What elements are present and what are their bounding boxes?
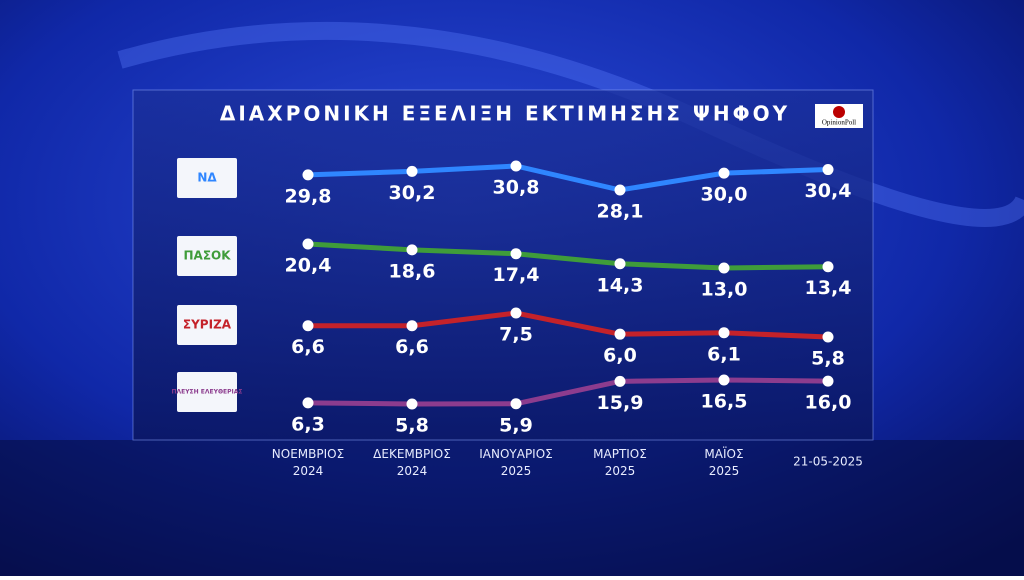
legend-logo	[177, 236, 237, 276]
data-label: 30,0	[701, 184, 748, 206]
data-point	[406, 244, 418, 256]
data-point	[822, 331, 834, 343]
data-point	[718, 374, 730, 386]
data-label: 30,8	[493, 177, 540, 199]
data-label: 6,6	[291, 336, 325, 358]
data-point	[302, 238, 314, 250]
data-label: 20,4	[285, 255, 332, 277]
data-point	[302, 397, 314, 409]
data-label: 5,8	[811, 348, 845, 370]
data-point	[718, 262, 730, 274]
data-label: 16,0	[805, 392, 852, 414]
x-tick-label: ΙΑΝΟΥΑΡΙΟΣ 2025	[479, 447, 553, 478]
x-tick-label: ΜΑΡΤΙΟΣ 2025	[593, 447, 647, 478]
x-tick-label: ΜΑΪΟΣ 2025	[704, 446, 743, 478]
data-label: 30,2	[389, 182, 436, 204]
data-label: 29,8	[285, 185, 332, 207]
data-point	[406, 165, 418, 177]
data-point	[718, 327, 730, 339]
data-label: 16,5	[701, 391, 748, 413]
data-label: 6,0	[603, 345, 637, 367]
data-point	[510, 398, 522, 410]
data-label: 5,9	[499, 414, 533, 436]
data-label: 28,1	[597, 201, 644, 223]
data-point	[614, 184, 626, 196]
legend-label: ΝΔ	[197, 171, 217, 185]
legend-label: ΣΥΡΙΖΑ	[183, 318, 232, 332]
data-label: 6,1	[707, 343, 741, 365]
legend-logo	[177, 305, 237, 345]
legend-label: ΠΛΕΥΣΗ ΕΛΕΥΘΕΡΙΑΣ	[171, 389, 242, 396]
data-point	[614, 328, 626, 340]
chart-title: ΔΙΑΧΡΟΝΙΚΗ ΕΞΕΛΙΞΗ ΕΚΤΙΜΗΣΗΣ ΨΗΦΟΥ	[220, 102, 790, 126]
data-label: 15,9	[597, 392, 644, 414]
x-tick-label: 21-05-2025	[793, 455, 863, 469]
source-logo-dot	[833, 106, 845, 118]
data-point	[822, 375, 834, 387]
data-point	[718, 167, 730, 179]
data-label: 6,3	[291, 413, 325, 435]
data-label: 13,0	[701, 279, 748, 301]
data-label: 6,6	[395, 336, 429, 358]
data-label: 30,4	[805, 180, 852, 202]
data-label: 13,4	[805, 277, 852, 299]
series-line	[307, 241, 829, 271]
data-point	[614, 375, 626, 387]
floor	[0, 440, 1024, 576]
source-label: OpinionPoll	[822, 119, 856, 127]
data-label: 14,3	[597, 274, 644, 296]
data-point	[822, 261, 834, 273]
series-line	[308, 310, 829, 340]
legend-logo	[177, 158, 237, 198]
data-point	[406, 320, 418, 332]
data-point	[510, 307, 522, 319]
x-tick-label: ΔΕΚΕΜΒΡΙΟΣ 2024	[373, 447, 451, 478]
data-point	[406, 398, 418, 410]
legend-label: ΠΑΣΟΚ	[183, 249, 231, 263]
data-label: 7,5	[499, 324, 533, 346]
data-point	[510, 248, 522, 260]
data-label: 17,4	[493, 264, 540, 286]
series-line	[307, 377, 829, 407]
data-point	[510, 160, 522, 172]
data-point	[822, 164, 834, 176]
series-line	[307, 163, 829, 193]
data-point	[614, 258, 626, 270]
data-point	[302, 320, 314, 332]
legend-logo	[177, 372, 237, 412]
data-label: 5,8	[395, 415, 429, 437]
x-tick-label: ΝΟΕΜΒΡΙΟΣ 2024	[272, 447, 344, 478]
data-point	[302, 169, 314, 181]
data-label: 18,6	[389, 260, 436, 282]
